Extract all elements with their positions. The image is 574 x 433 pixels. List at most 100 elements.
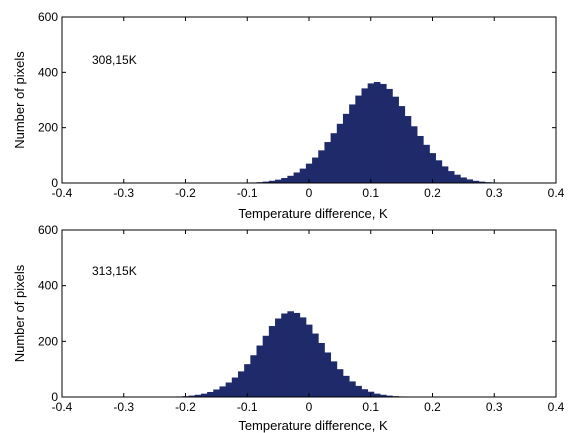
histogram-bar xyxy=(268,180,276,183)
temperature-annotation: 313,15K xyxy=(92,264,137,278)
histogram-bar xyxy=(417,135,424,183)
histogram-bar xyxy=(435,160,443,183)
histogram-bar xyxy=(250,355,257,397)
x-tick-label: 0.1 xyxy=(362,186,379,200)
y-tick-label: 200 xyxy=(38,121,58,135)
histogram-bar xyxy=(423,144,430,183)
x-tick-label: -0.4 xyxy=(52,186,73,200)
x-tick-label: 0.1 xyxy=(362,400,379,414)
x-tick-label: -0.1 xyxy=(237,400,258,414)
histogram-bar xyxy=(256,345,264,397)
y-tick-label: 0 xyxy=(51,176,58,190)
x-tick-label: 0 xyxy=(306,186,313,200)
histogram-bar xyxy=(336,123,344,183)
x-tick-label: 0.3 xyxy=(486,400,503,414)
histogram-bar xyxy=(324,142,332,183)
histogram-bar xyxy=(268,326,276,397)
histogram-bar xyxy=(386,395,393,397)
histogram-bar xyxy=(237,371,245,397)
histogram-bar xyxy=(318,343,325,397)
histogram-bar xyxy=(355,95,362,183)
histogram-bar xyxy=(349,381,356,397)
histogram-bar xyxy=(386,88,393,183)
histogram-bar xyxy=(287,311,294,397)
histogram-bar xyxy=(281,313,288,397)
histogram-bar xyxy=(293,172,301,183)
histogram-panel-1: -0.4 -0.3 -0.2 -0.1 0 0.1 0.2 0.3 0.4 0 200 400 600 T… xyxy=(12,10,565,221)
histogram-bar xyxy=(207,391,214,397)
histogram-bar xyxy=(312,157,319,183)
histogram-bar xyxy=(454,174,461,183)
y-tick-label: 600 xyxy=(38,10,58,24)
histogram-bar xyxy=(324,352,332,397)
histogram-bar xyxy=(429,153,436,183)
histogram-bar xyxy=(194,394,202,397)
histogram-bar xyxy=(460,177,467,183)
histogram-bar xyxy=(392,96,399,183)
histogram-bar xyxy=(380,394,387,397)
histogram-bar xyxy=(225,382,233,397)
histogram-bar xyxy=(330,361,338,397)
temperature-annotation: 308,15K xyxy=(92,53,137,67)
x-tick-label: -0.3 xyxy=(113,400,134,414)
y-axis-label: Number of pixels xyxy=(12,264,27,362)
histogram-bar xyxy=(373,393,381,397)
histogram-bar xyxy=(200,393,208,397)
x-tick-label: -0.2 xyxy=(175,400,196,414)
y-tick-label: 400 xyxy=(38,65,58,79)
x-axis-label: Temperature difference, K xyxy=(238,418,388,433)
x-tick-label: -0.3 xyxy=(113,186,134,200)
histogram-bar xyxy=(349,104,356,183)
histogram-bar xyxy=(410,126,418,183)
histogram-bar xyxy=(404,116,412,183)
x-tick-label: 0.4 xyxy=(548,186,565,200)
histogram-bar xyxy=(361,389,369,397)
y-tick-label: 0 xyxy=(51,390,58,404)
histogram-bar xyxy=(367,83,375,183)
histogram-bar xyxy=(299,317,307,397)
histogram-bar xyxy=(478,181,486,183)
histogram-bar xyxy=(305,163,313,183)
histogram-bar xyxy=(380,83,387,183)
y-tick-label: 200 xyxy=(38,334,58,348)
histogram-bar xyxy=(447,171,455,183)
x-axis-label: Temperature difference, K xyxy=(238,206,388,221)
x-tick-label: -0.4 xyxy=(52,400,73,414)
y-axis-label: Number of pixels xyxy=(12,51,27,149)
histogram-bar xyxy=(336,369,344,397)
x-tick-label: -0.1 xyxy=(237,186,258,200)
histogram-bar xyxy=(342,375,350,397)
histogram-bar xyxy=(361,88,369,183)
histogram-bar xyxy=(441,166,449,183)
histogram-bar xyxy=(398,106,406,183)
histogram-bar xyxy=(262,335,270,397)
histogram-bar xyxy=(299,168,307,183)
histogram-bar xyxy=(287,175,294,183)
y-tick-label: 600 xyxy=(38,223,58,237)
histogram-bar xyxy=(275,318,282,397)
histogram-bar xyxy=(281,178,288,183)
x-tick-label: -0.2 xyxy=(175,186,196,200)
histogram-bar xyxy=(244,364,251,397)
histogram-bar xyxy=(355,385,362,397)
y-tick-label: 400 xyxy=(38,279,58,293)
histogram-bar xyxy=(262,181,270,183)
histogram-bar xyxy=(293,312,301,397)
x-tick-label: 0.2 xyxy=(424,186,441,200)
histogram-bar xyxy=(373,82,381,183)
histogram-bar xyxy=(472,180,480,183)
histogram-bar xyxy=(312,333,319,397)
histogram-bar xyxy=(188,395,196,397)
histogram-bar xyxy=(318,150,325,183)
histogram-panel-2: -0.4 -0.3 -0.2 -0.1 0 0.1 0.2 0.3 0.4 0 200 400 600 T… xyxy=(12,223,565,433)
histogram-bar xyxy=(305,324,313,397)
histogram-bar xyxy=(213,389,220,397)
histogram-bar xyxy=(231,377,239,397)
histogram-bar xyxy=(219,386,227,397)
x-tick-label: 0.3 xyxy=(486,186,503,200)
x-tick-label: 0.4 xyxy=(548,400,565,414)
histogram-bar xyxy=(466,179,474,183)
histogram-bar xyxy=(330,133,338,183)
histogram-bar xyxy=(342,113,350,183)
